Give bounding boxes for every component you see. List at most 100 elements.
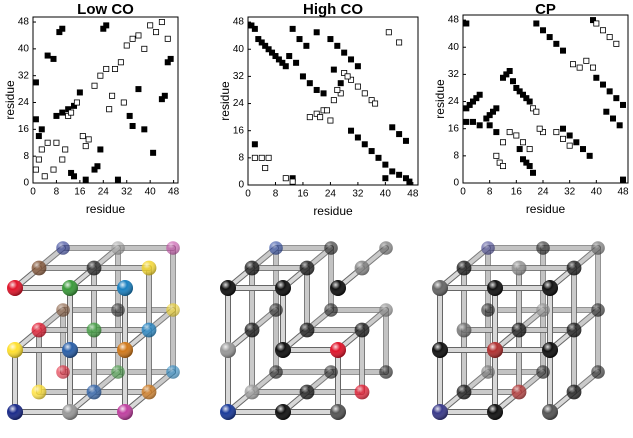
contact-marker <box>506 129 513 136</box>
y-tick-label: 8 <box>453 150 459 161</box>
contact-marker <box>50 166 57 173</box>
contact-marker <box>303 42 310 49</box>
contact-marker <box>620 176 627 183</box>
contact-marker <box>97 146 104 153</box>
contact-marker <box>126 112 133 119</box>
x-tick-label: 40 <box>145 187 157 198</box>
contact-marker <box>306 80 313 87</box>
ball-shine <box>86 322 102 338</box>
contact-marker <box>613 95 620 102</box>
contact-marker <box>354 134 361 141</box>
contact-marker <box>613 40 620 47</box>
x-axis-label: residue <box>526 202 566 216</box>
contact-marker <box>123 42 130 49</box>
ball-shine <box>487 342 503 358</box>
contact-marker <box>91 82 98 89</box>
contact-marker <box>372 100 379 107</box>
y-tick-label: 48 <box>233 17 245 28</box>
ball-shine <box>536 303 550 317</box>
contact-marker <box>296 36 303 43</box>
ball-shine <box>511 384 527 400</box>
ball-shine <box>379 365 393 379</box>
contact-marker <box>526 146 533 153</box>
contact-marker <box>389 124 396 131</box>
contact-marker <box>396 171 403 178</box>
x-tick-label: 8 <box>487 187 493 198</box>
ball-shine <box>117 342 133 358</box>
contact-marker <box>279 59 286 66</box>
contact-marker <box>368 148 375 155</box>
contact-marker <box>593 20 600 27</box>
contact-marker <box>516 88 523 95</box>
ball-shine <box>86 384 102 400</box>
contact-marker <box>289 178 296 185</box>
contact-marker <box>560 125 567 132</box>
contact-marker <box>265 154 272 161</box>
contact-marker <box>337 90 344 97</box>
ball-shine <box>166 303 180 317</box>
ball-shine <box>244 384 260 400</box>
ball-shine <box>269 303 283 317</box>
contact-marker <box>38 146 45 153</box>
contact-marker <box>82 176 89 183</box>
ball-shine <box>7 280 23 296</box>
contact-marker <box>327 36 334 43</box>
contact-marker <box>97 72 104 79</box>
chart-title: High CO <box>303 1 363 18</box>
contact-marker <box>354 83 361 90</box>
contact-marker <box>141 126 148 133</box>
contact-marker <box>536 125 543 132</box>
ball-shine <box>111 365 125 379</box>
contact-marker <box>603 108 610 115</box>
contact-marker <box>341 49 348 56</box>
contact-marker <box>272 53 279 60</box>
y-tick-label: 32 <box>18 70 30 81</box>
y-tick-label: 0 <box>453 178 459 189</box>
x-tick-label: 0 <box>30 187 36 198</box>
x-tick-label: 24 <box>98 187 110 198</box>
contact-marker <box>583 57 590 64</box>
ball-shine <box>330 342 346 358</box>
contact-marker <box>530 105 537 112</box>
y-tick-label: 8 <box>238 152 244 163</box>
contact-marker <box>576 64 583 71</box>
y-axis-label: residue <box>433 79 447 119</box>
ball-shine <box>62 280 78 296</box>
ball-shine <box>481 365 495 379</box>
x-tick-label: 24 <box>325 189 337 200</box>
lattice <box>220 241 393 420</box>
contact-marker <box>493 129 500 136</box>
contact-marker <box>330 66 337 73</box>
ball-shine <box>62 342 78 358</box>
contact-marker <box>533 20 540 27</box>
contact-marker <box>610 115 617 122</box>
contact-marker <box>337 80 344 87</box>
contact-marker <box>103 65 110 72</box>
ball-shine <box>542 404 558 420</box>
x-tick-label: 8 <box>273 189 279 200</box>
y-tick-label: 40 <box>18 43 30 54</box>
x-tick-label: 40 <box>591 187 603 198</box>
contact-marker <box>251 25 258 32</box>
y-tick-label: 40 <box>233 44 245 55</box>
y-tick-label: 40 <box>448 42 460 53</box>
contact-marker <box>348 127 355 134</box>
contact-marker <box>483 115 490 122</box>
ball-shine <box>324 365 338 379</box>
ball-shine <box>56 365 70 379</box>
contact-marker <box>385 29 392 36</box>
contact-marker <box>348 76 355 83</box>
contact-marker <box>59 25 66 32</box>
contact-marker <box>330 97 337 104</box>
ball-shine <box>56 303 70 317</box>
contact-marker <box>546 34 553 41</box>
contact-marker <box>50 55 57 62</box>
contact-marker <box>114 176 121 183</box>
contact-marker <box>73 99 80 106</box>
contact-marker <box>68 109 75 116</box>
contact-marker <box>520 156 527 163</box>
y-tick-label: 16 <box>233 125 245 136</box>
contact-marker <box>590 64 597 71</box>
y-tick-label: 32 <box>233 71 245 82</box>
y-axis-label: residue <box>3 80 17 120</box>
